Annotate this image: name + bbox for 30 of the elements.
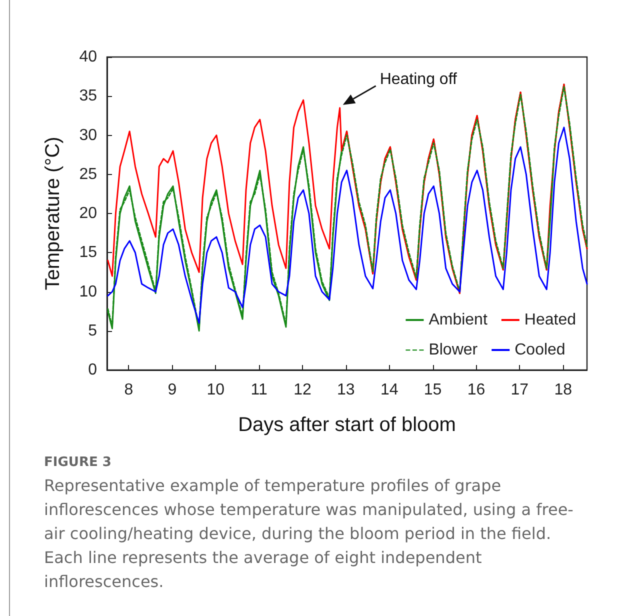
- legend-label: Ambient: [428, 312, 488, 328]
- annotation: Heating off: [380, 70, 458, 88]
- y-tick-label: 40: [79, 48, 98, 66]
- line-series: [107, 126, 588, 324]
- x-tick-label: 12: [294, 382, 312, 398]
- x-tick-label: 10: [206, 382, 225, 398]
- x-tick-label: 15: [424, 382, 442, 398]
- y-tick-label: 20: [79, 205, 98, 222]
- y-tick-label: 10: [79, 283, 98, 300]
- x-tick-label: 8: [124, 382, 134, 398]
- x-tick-label: 9: [168, 382, 177, 398]
- x-axis-title: Days after start of bloom: [238, 414, 456, 436]
- y-tick-label: 35: [79, 88, 98, 105]
- y-tick-label: 30: [79, 126, 98, 144]
- x-tick-label: 16: [467, 382, 486, 398]
- y-axis-title: Temperature (°C): [42, 136, 64, 290]
- y-tick-label: 0: [88, 362, 98, 378]
- x-tick-label: 14: [380, 382, 398, 398]
- caption: FIGURE 3: [44, 455, 112, 470]
- y-tick-label: 5: [88, 322, 98, 340]
- x-tick-label: 11: [250, 382, 268, 398]
- x-tick-label: 18: [554, 382, 572, 398]
- text: Representative example of temperature profiles of grape inflorescences whose temperature was manipulated, using a free-air cooling/heating device, during the bloom period in the field. Each line represents the average of eight independent inflorescences.: [44, 475, 574, 593]
- x-tick-label: 13: [337, 382, 355, 398]
- legend-label: Blower: [428, 342, 478, 358]
- y-tick-label: 15: [79, 244, 98, 262]
- x-tick-label: 17: [510, 382, 529, 398]
- y-tick-label: 25: [79, 166, 98, 183]
- legend-label: Cooled: [514, 342, 566, 358]
- legend-label: Heated: [524, 312, 576, 328]
